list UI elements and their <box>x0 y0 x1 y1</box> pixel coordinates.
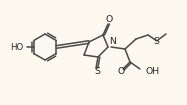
Text: O: O <box>105 16 113 24</box>
Text: O: O <box>117 68 125 77</box>
Text: N: N <box>109 37 116 46</box>
Text: OH: OH <box>146 66 160 75</box>
Text: S: S <box>94 68 100 77</box>
Text: HO: HO <box>10 43 24 51</box>
Text: S: S <box>153 37 159 47</box>
